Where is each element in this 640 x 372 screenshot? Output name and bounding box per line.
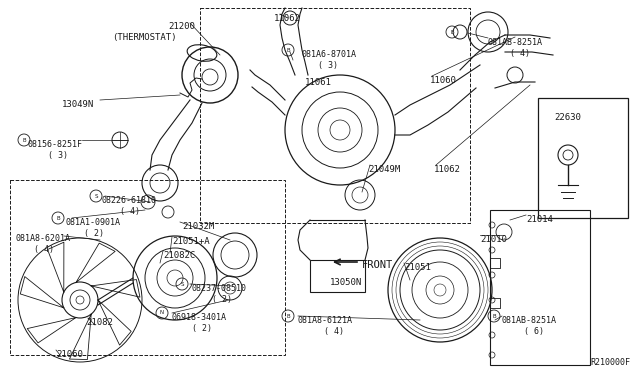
Text: 21060: 21060: [56, 350, 83, 359]
Text: 21049M: 21049M: [368, 165, 400, 174]
Text: 081A1-0901A: 081A1-0901A: [66, 218, 121, 227]
Text: B: B: [286, 314, 290, 318]
Bar: [310, 260, 365, 292]
Text: FRONT: FRONT: [362, 260, 393, 270]
Text: B: B: [56, 215, 60, 221]
Bar: [10, 180, 285, 355]
Text: S: S: [180, 282, 184, 286]
Text: ( 6): ( 6): [524, 327, 544, 336]
Text: 08237-08510: 08237-08510: [192, 284, 247, 293]
Text: ( 2): ( 2): [84, 229, 104, 238]
Text: R210000F: R210000F: [590, 358, 630, 367]
Text: ( 3): ( 3): [318, 61, 338, 70]
Text: ( 2): ( 2): [212, 295, 232, 304]
Text: 081A8-6121A: 081A8-6121A: [298, 316, 353, 325]
Text: 11061: 11061: [305, 78, 332, 87]
Text: ( 2): ( 2): [192, 324, 212, 333]
Text: N: N: [160, 311, 164, 315]
Text: 22630: 22630: [555, 113, 581, 122]
Text: 13049N: 13049N: [62, 100, 94, 109]
Text: S: S: [94, 193, 98, 199]
Text: 08156-8251F: 08156-8251F: [28, 140, 83, 149]
Text: B: B: [286, 48, 290, 52]
Text: ( 3): ( 3): [48, 151, 68, 160]
Text: 081A6-8701A: 081A6-8701A: [302, 50, 357, 59]
Text: 21051: 21051: [404, 263, 431, 272]
Text: 21082C: 21082C: [163, 251, 195, 260]
Text: 21032M: 21032M: [182, 222, 214, 231]
Text: 21051+A: 21051+A: [172, 237, 210, 246]
Text: B: B: [492, 314, 496, 318]
Text: 11060: 11060: [430, 76, 457, 85]
Text: 11062: 11062: [274, 14, 301, 23]
Text: 081A8-6201A: 081A8-6201A: [16, 234, 71, 243]
Text: 06918-3401A: 06918-3401A: [172, 313, 227, 322]
Text: 081AB-8251A: 081AB-8251A: [488, 38, 543, 47]
Text: 21082: 21082: [86, 318, 113, 327]
Bar: [538, 98, 628, 218]
Text: ( 4): ( 4): [120, 207, 140, 216]
Text: ( 4): ( 4): [510, 49, 530, 58]
Text: 08226-61810: 08226-61810: [102, 196, 157, 205]
Text: 11062: 11062: [434, 165, 461, 174]
Text: (THERMOSTAT): (THERMOSTAT): [112, 33, 177, 42]
Text: 21014: 21014: [526, 215, 553, 224]
Text: 21010: 21010: [480, 235, 507, 244]
Text: 081AB-8251A: 081AB-8251A: [502, 316, 557, 325]
Text: B: B: [22, 138, 26, 142]
Text: 21200: 21200: [168, 22, 195, 31]
Text: 13050N: 13050N: [330, 278, 362, 287]
Text: ( 4): ( 4): [34, 245, 54, 254]
Text: B: B: [450, 29, 454, 35]
Bar: [490, 210, 590, 365]
Bar: [200, 8, 470, 223]
Text: ( 4): ( 4): [324, 327, 344, 336]
